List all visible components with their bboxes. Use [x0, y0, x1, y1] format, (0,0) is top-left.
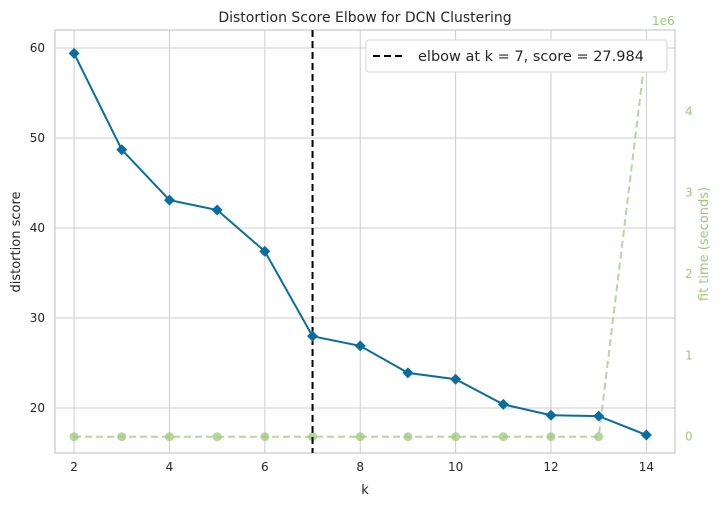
y-tick-label: 30: [30, 311, 45, 325]
x-tick-label: 4: [166, 460, 174, 474]
distortion-point: [259, 245, 271, 257]
distortion-point: [402, 367, 414, 379]
fit-time-point: [546, 432, 556, 442]
y2-tick-labels: 0 1 2 3 4: [685, 104, 693, 443]
distortion-point: [497, 398, 509, 410]
x-tick-labels: 2 4 6 8 10 12 14: [70, 460, 654, 474]
y-tick-label: 20: [30, 401, 45, 415]
fit-time-series: [69, 41, 651, 442]
y-tick-label: 60: [30, 41, 45, 55]
distortion-point: [163, 194, 175, 206]
y2-tick-label: 3: [685, 186, 693, 200]
fit-time-point: [498, 432, 508, 442]
y-tick-label: 40: [30, 221, 45, 235]
distortion-point: [354, 340, 366, 352]
y2-offset-label: 1e6: [652, 14, 675, 28]
legend-box: [365, 39, 668, 73]
y2-tick-label: 0: [685, 430, 693, 444]
distortion-point: [640, 429, 652, 441]
legend: elbow at k = 7, score = 27.984: [365, 39, 668, 73]
distortion-point: [211, 204, 223, 216]
y2-tick-label: 1: [685, 348, 693, 362]
fit-time-point: [69, 432, 79, 442]
fit-time-point: [212, 432, 222, 442]
fit-time-point: [260, 432, 270, 442]
fit-time-point: [355, 432, 365, 442]
y-tick-label: 50: [30, 131, 45, 145]
y2-tick-label: 2: [685, 267, 693, 281]
x-tick-label: 14: [639, 460, 654, 474]
distortion-point: [68, 47, 80, 59]
chart-title: Distortion Score Elbow for DCN Clusterin…: [218, 10, 511, 26]
x-tick-label: 2: [70, 460, 78, 474]
x-axis-title: k: [361, 483, 369, 498]
y2-tick-label: 4: [685, 104, 693, 118]
distortion-point: [307, 330, 319, 342]
fit-time-point: [164, 432, 174, 442]
distortion-point: [450, 373, 462, 385]
fit-time-point: [451, 432, 461, 442]
y2-axis-title: fit time (seconds): [697, 187, 712, 301]
x-tick-label: 8: [356, 460, 364, 474]
x-tick-label: 10: [448, 460, 463, 474]
x-tick-label: 6: [261, 460, 269, 474]
y-tick-labels: 20 30 40 50 60: [30, 41, 45, 415]
distortion-point: [545, 409, 557, 421]
distortion-point: [593, 410, 605, 422]
plot-area: [54, 29, 676, 454]
fit-time-point: [594, 432, 604, 442]
legend-label-elbow: elbow at k = 7, score = 27.984: [418, 49, 644, 65]
y-axis-title: distortion score: [9, 192, 24, 293]
distortion-series: [68, 47, 652, 441]
fit-time-point: [308, 432, 318, 442]
fit-time-point: [117, 432, 127, 442]
x-tick-label: 12: [543, 460, 558, 474]
fit-time-point: [403, 432, 413, 442]
distortion-point: [116, 144, 128, 156]
grid: [55, 30, 675, 453]
